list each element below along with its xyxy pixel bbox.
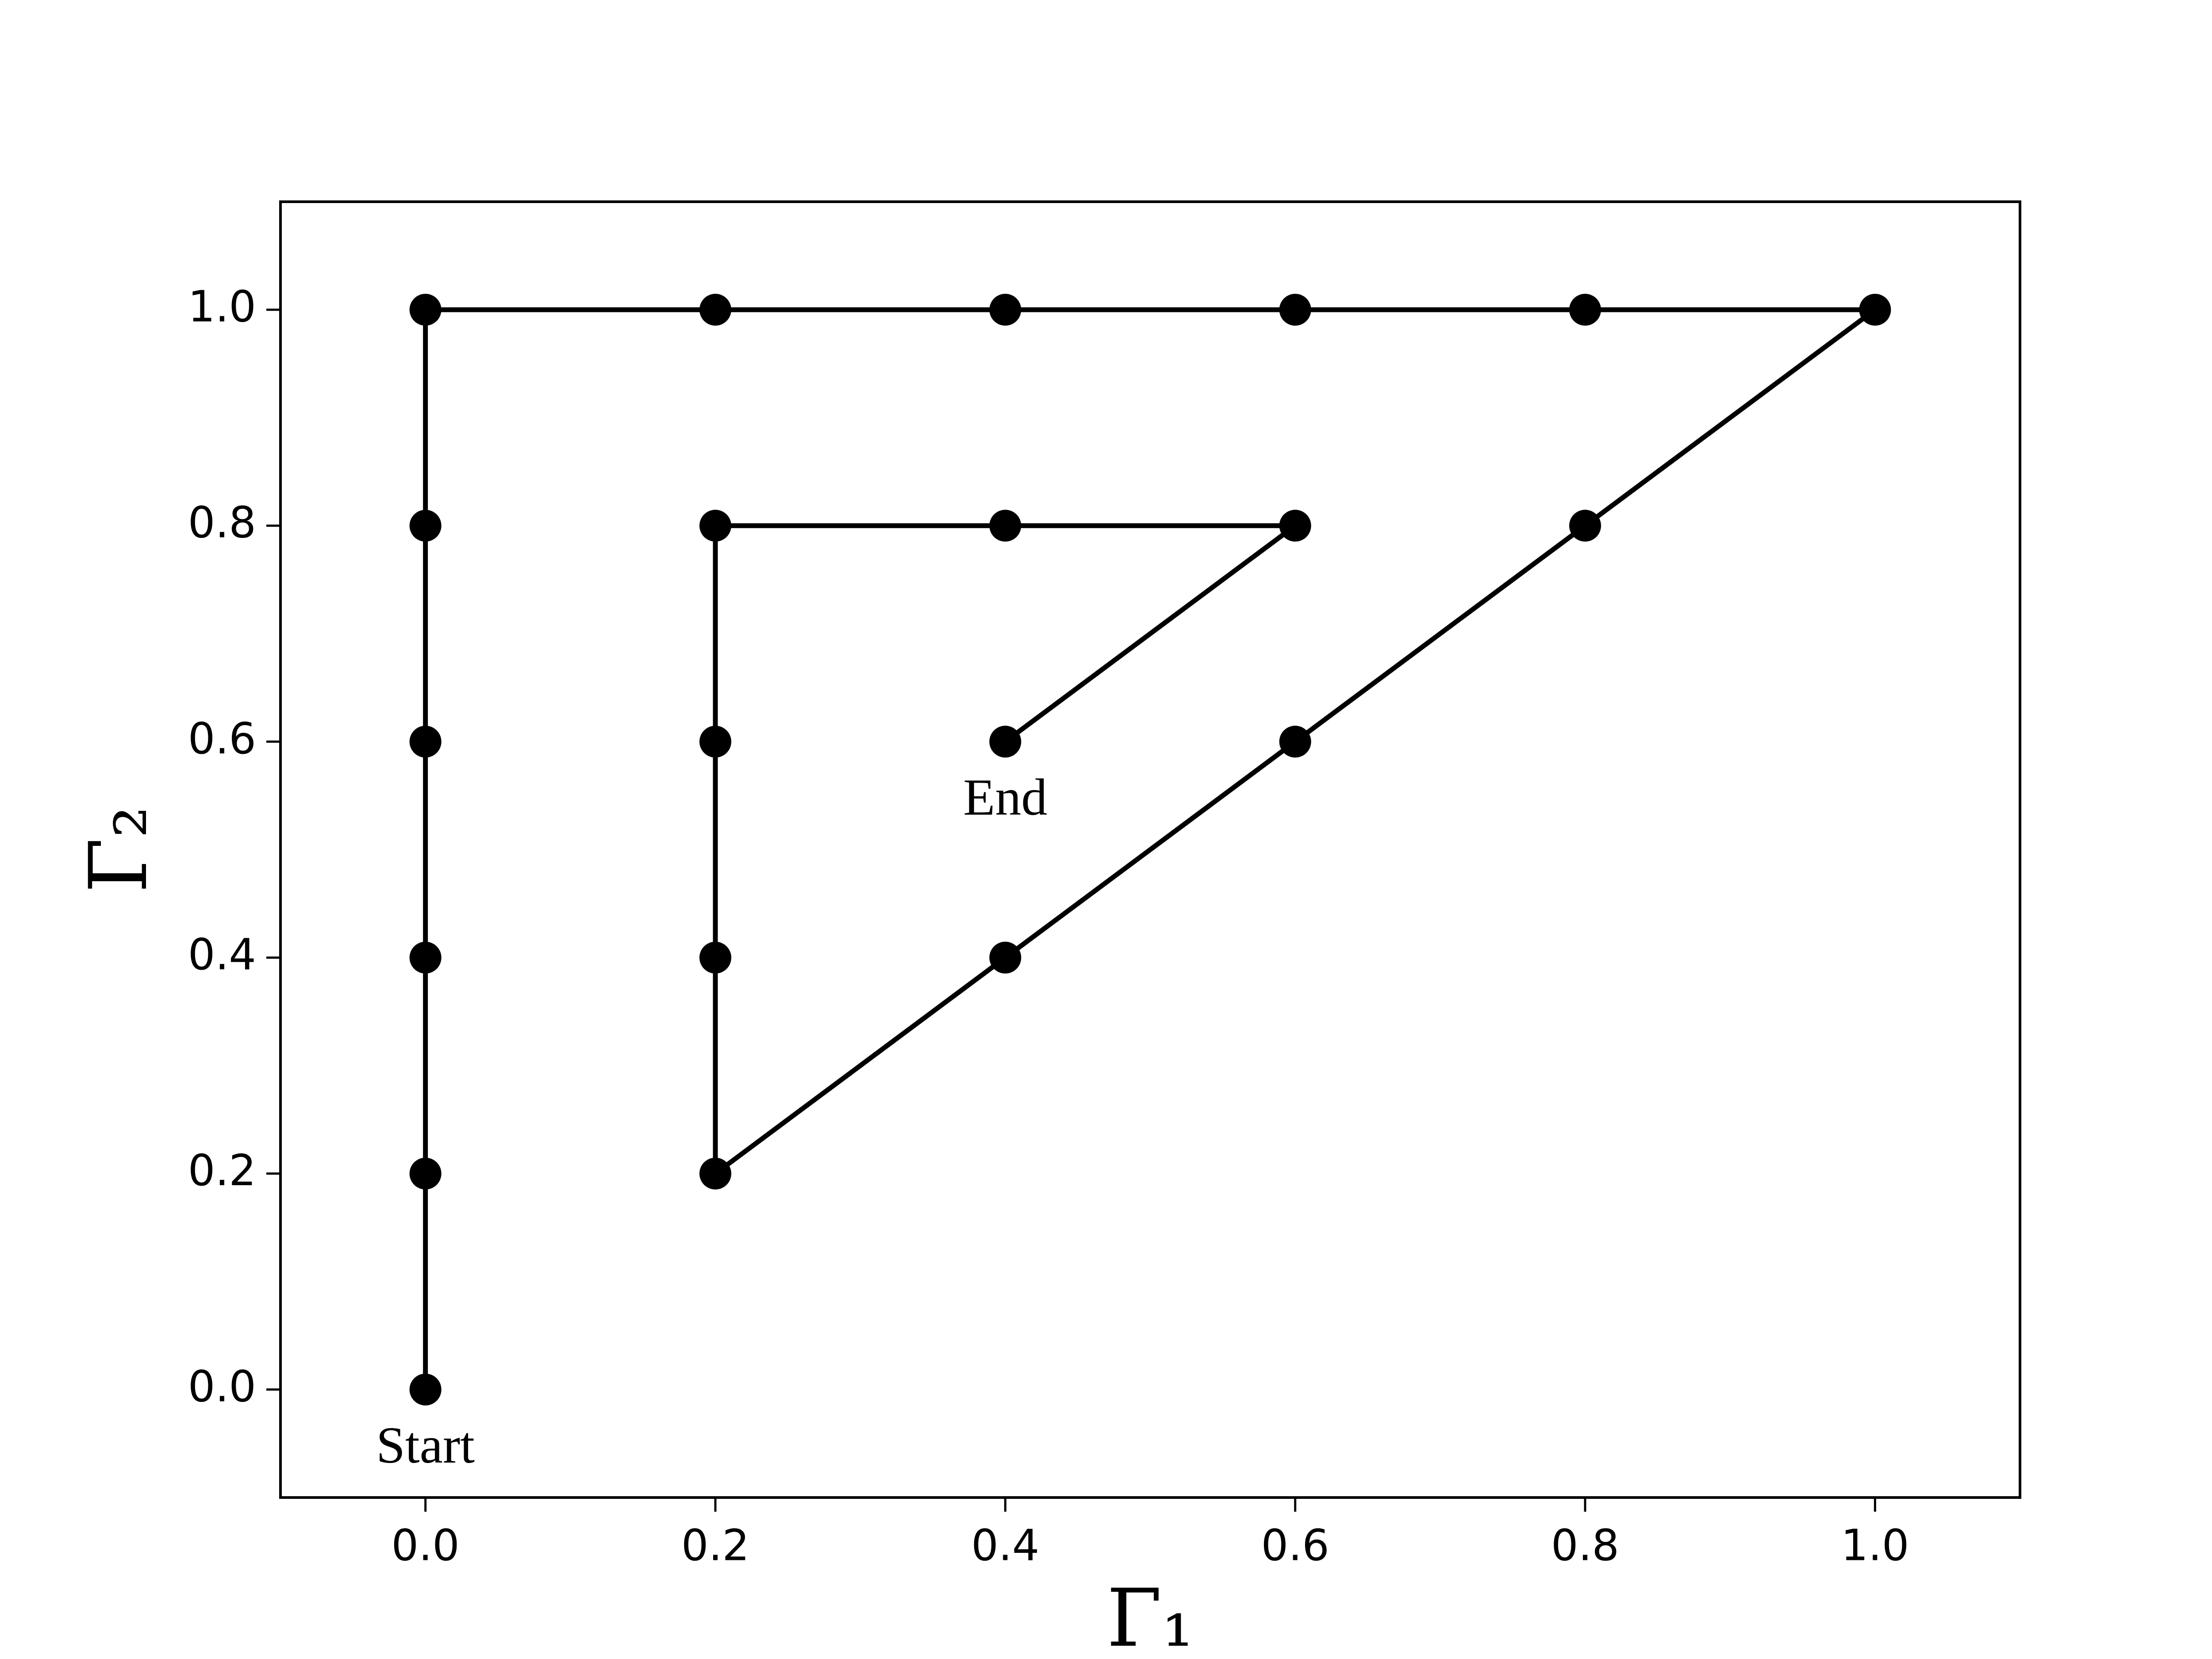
marker bbox=[989, 941, 1022, 974]
x-tick-label: 1.0 bbox=[1841, 1520, 1909, 1570]
marker bbox=[1569, 294, 1601, 326]
marker bbox=[409, 941, 442, 974]
marker bbox=[699, 1157, 731, 1190]
marker bbox=[989, 510, 1022, 542]
marker bbox=[409, 1373, 442, 1406]
y-tick-label: 0.2 bbox=[188, 1145, 256, 1195]
x-tick-label: 0.8 bbox=[1551, 1520, 1619, 1570]
marker bbox=[1569, 510, 1601, 542]
marker bbox=[1279, 726, 1311, 758]
y-tick-label: 0.4 bbox=[188, 929, 256, 979]
y-tick-label: 1.0 bbox=[188, 281, 256, 331]
marker bbox=[989, 726, 1022, 758]
x-axis-label: Γ₁ bbox=[1106, 1572, 1194, 1659]
marker bbox=[1859, 294, 1891, 326]
marker bbox=[699, 726, 731, 758]
x-tick-label: 0.4 bbox=[971, 1520, 1039, 1570]
annotation: End bbox=[963, 768, 1047, 826]
marker bbox=[1279, 510, 1311, 542]
x-tick-label: 0.6 bbox=[1261, 1520, 1329, 1570]
marker bbox=[409, 1157, 442, 1190]
plot-frame bbox=[279, 200, 2021, 1499]
marker bbox=[409, 510, 442, 542]
y-tick-label: 0.6 bbox=[188, 714, 256, 764]
marker bbox=[409, 726, 442, 758]
x-tick-label: 0.2 bbox=[681, 1520, 749, 1570]
annotation: Start bbox=[376, 1416, 475, 1474]
y-axis-label: Γ₂ bbox=[73, 806, 165, 893]
y-tick-label: 0.8 bbox=[188, 498, 256, 548]
marker bbox=[699, 941, 731, 974]
x-tick-label: 0.0 bbox=[392, 1520, 460, 1570]
marker bbox=[699, 510, 731, 542]
marker bbox=[989, 294, 1022, 326]
y-tick-label: 0.0 bbox=[188, 1361, 256, 1411]
marker bbox=[699, 294, 731, 326]
marker bbox=[409, 294, 442, 326]
marker bbox=[1279, 294, 1311, 326]
